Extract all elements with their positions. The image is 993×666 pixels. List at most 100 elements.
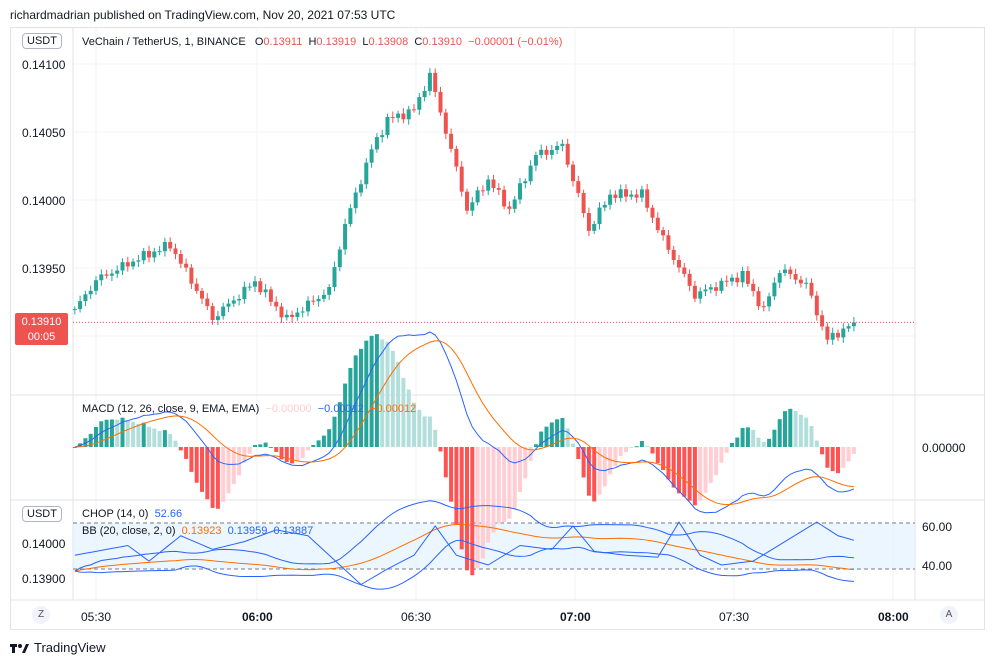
macd-histogram-bar <box>523 447 528 479</box>
macd-histogram-bar <box>549 422 554 447</box>
macd-histogram-bar <box>433 429 438 447</box>
candle-body <box>433 72 438 92</box>
candle-body <box>210 306 215 321</box>
candle-body <box>608 194 613 205</box>
macd-histogram-bar <box>682 447 687 497</box>
macd-histogram-bar <box>184 447 189 459</box>
candle-body <box>279 306 284 318</box>
candle-body <box>814 295 819 316</box>
price-tick: 0.14050 <box>22 126 66 140</box>
candle-body <box>311 300 316 302</box>
macd-histogram-bar <box>72 447 77 448</box>
candle-body <box>549 149 554 155</box>
macd-histogram-bar <box>666 447 671 480</box>
macd-histogram-bar <box>194 447 199 483</box>
o-label: O <box>254 36 264 48</box>
macd-histogram-bar <box>168 434 173 447</box>
currency-badge-lower[interactable]: USDT <box>22 506 62 522</box>
price-tick: 0.13950 <box>22 262 66 276</box>
bb-legend: BB (20, close, 2, 0) 0.13923 0.13959 0.1… <box>82 525 313 537</box>
candle-body <box>851 322 856 327</box>
macd-histogram-bar <box>671 447 676 488</box>
macd-histogram-bar <box>454 447 459 525</box>
macd-histogram-bar <box>215 447 220 509</box>
footer-brand[interactable]: TradingView <box>10 640 106 655</box>
bb-axis-tick: 0.13900 <box>22 572 66 586</box>
macd-histogram-bar <box>597 447 602 495</box>
macd-histogram-bar <box>390 350 395 447</box>
candle-body <box>88 290 93 295</box>
macd-histogram-bar <box>253 444 257 447</box>
candle-body <box>751 283 756 292</box>
macd-histogram-bar <box>131 421 136 447</box>
auto-scale-button[interactable]: A <box>940 606 958 624</box>
macd-histogram-bar <box>512 447 517 509</box>
chop-value: 52.66 <box>154 508 183 520</box>
bb-basis-value: 0.13923 <box>181 525 222 537</box>
chart-frame[interactable] <box>10 27 985 630</box>
macd-histogram-bar <box>804 417 809 447</box>
candle-body <box>507 206 512 209</box>
macd-histogram-bar <box>295 447 300 462</box>
candle-body <box>247 286 252 288</box>
candle-body <box>162 241 167 252</box>
bb-lower-line <box>74 539 854 590</box>
candle-body <box>846 326 851 329</box>
candle-body <box>767 296 772 307</box>
macd-histogram-bar <box>581 447 586 478</box>
candle-body <box>104 274 109 276</box>
macd-histogram-bar <box>836 447 840 474</box>
macd-histogram-bar <box>592 447 597 502</box>
candle-body <box>613 194 618 198</box>
candle-body <box>427 72 432 91</box>
candle-body <box>417 97 422 110</box>
macd-histogram-bar <box>735 437 740 447</box>
macd-histogram-bar <box>465 447 469 571</box>
candle-body <box>189 267 194 284</box>
macd-histogram-bar <box>751 429 756 447</box>
macd-histogram-bar <box>719 447 724 463</box>
candle-body <box>321 294 326 299</box>
macd-legend: MACD (12, 26, close, 9, EMA, EMA) −0.000… <box>82 403 416 415</box>
macd-histogram-bar <box>443 447 448 478</box>
candle-body <box>385 116 390 136</box>
candle-body <box>374 137 379 150</box>
macd-histogram-bar <box>231 447 236 485</box>
macd-histogram-bar <box>120 417 125 447</box>
macd-axis-zero: 0.00000 <box>922 441 966 455</box>
macd-histogram-bar <box>708 447 713 484</box>
candle-body <box>555 145 560 150</box>
chop-axis-tick: 60.00 <box>922 520 953 534</box>
macd-histogram-bar <box>783 411 787 447</box>
candle-body <box>353 192 358 209</box>
zoom-reset-button[interactable]: Z <box>32 606 50 624</box>
candle-body <box>205 298 210 307</box>
macd-histogram-bar <box>825 447 830 468</box>
candle-body <box>157 251 162 253</box>
candle-body <box>820 315 825 327</box>
candle-body <box>560 143 565 146</box>
macd-histogram-bar <box>359 348 363 447</box>
currency-badge[interactable]: USDT <box>22 33 62 49</box>
macd-histogram-bar <box>327 429 332 447</box>
macd-signal-line <box>74 340 854 506</box>
macd-histogram-bar <box>740 427 745 447</box>
publish-line: richardmadrian published on TradingView.… <box>10 8 396 22</box>
macd-histogram-bar <box>518 447 522 493</box>
macd-histogram-bar <box>316 440 321 447</box>
macd-histogram-bar <box>417 409 422 447</box>
candle-body <box>724 280 729 282</box>
candle-body <box>459 166 464 192</box>
macd-histogram-bar <box>767 438 772 447</box>
candle-body <box>480 190 485 192</box>
macd-histogram-bar <box>247 447 252 454</box>
candle-body <box>671 249 676 261</box>
candle-body <box>841 328 846 338</box>
change-value: −0.00001 (−0.01%) <box>468 36 563 48</box>
candle-body <box>226 303 231 307</box>
candle-body <box>465 191 469 211</box>
candle-body <box>777 273 782 283</box>
candle-body <box>406 109 411 120</box>
macd-histogram-bar <box>560 417 565 447</box>
